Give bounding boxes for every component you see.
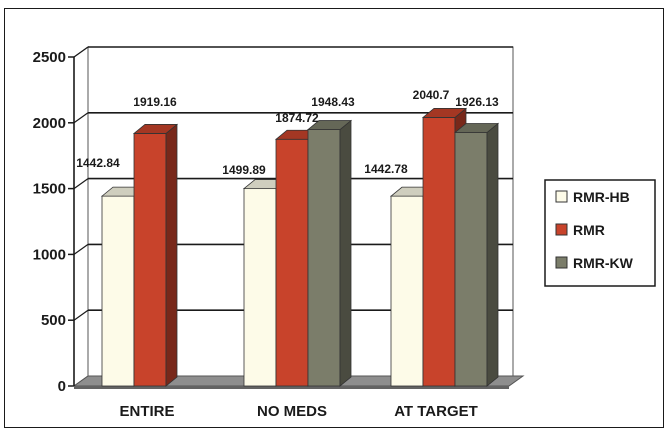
bar-rmr-front [133,133,167,387]
y-tick-label: 500 [41,312,66,329]
bar-rmr-kw-front [454,132,488,387]
bar-rmr-kw-top [306,120,353,130]
legend-label-rmr-kw: RMR-KW [573,255,634,271]
y-tick-label: 1500 [33,181,66,198]
bars-layer [100,107,500,387]
bar-rmr-hb-front [390,195,424,387]
y-tick-label: 0 [58,378,66,395]
bar-rmr-hb-front [101,195,135,387]
legend-swatch-rmr-hb [555,190,568,203]
legend-swatch-rmr [555,223,568,236]
side-wall [73,46,89,387]
floor-edge [74,386,509,389]
y-tick-label: 1000 [33,246,66,263]
bar-rmr-top [421,108,468,118]
bar-rmr-front [275,138,309,387]
labels-layer: 0 500 1000 1500 2000 2500 ENTIRE NO MEDS AT TARG… [33,49,499,420]
y-tick-label: 2500 [33,49,66,66]
gridline-side [73,112,89,124]
bar-rmr-hb-front [243,188,277,387]
data-label: 1874.72 [275,111,319,125]
bar-rmr-side [165,123,178,387]
data-label: 1919.16 [133,95,177,109]
legend-label-rmr: RMR [573,222,605,238]
gridline-side [73,178,89,190]
category-label: NO MEDS [257,403,327,420]
data-label: 1442.84 [76,156,120,170]
bar-rmr-kw-top [453,123,500,133]
bar-rmr-front [422,117,456,387]
bar-rmr-top [132,124,179,134]
legend-label-rmr-hb: RMR-HB [573,189,630,205]
data-label: 1442.78 [364,162,408,176]
data-label: 1499.89 [222,163,266,177]
category-label: AT TARGET [394,403,478,420]
gridline-side [73,309,89,321]
category-label: ENTIRE [119,403,174,420]
data-label: 1926.13 [455,95,499,109]
gridline-side [73,243,89,255]
bar-rmr-kw-side [486,122,499,387]
legend: RMR-HB RMR RMR-KW [544,179,656,287]
data-label: 2040.7 [413,88,450,102]
legend-swatch-rmr-kw [555,256,568,269]
bar-rmr-kw-front [307,129,341,387]
y-tick-label: 2000 [33,115,66,132]
bar-rmr-kw-side [339,119,352,387]
data-label: 1948.43 [311,95,355,109]
gridline-side [73,46,89,58]
